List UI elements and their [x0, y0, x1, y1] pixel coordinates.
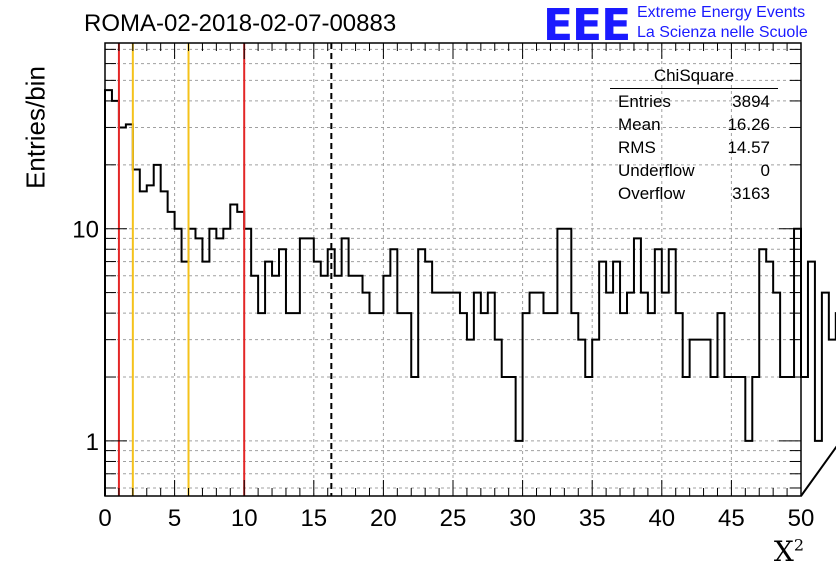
stats-label: Entries [618, 92, 671, 111]
logo-line-2: La Scienza nelle Scuole [637, 24, 808, 41]
x-axis-label-base: X [773, 535, 794, 568]
stats-row-underflow: Underflow 0 [610, 161, 778, 184]
stats-row-entries: Entries 3894 [610, 92, 778, 115]
x-tick-label: 30 [509, 505, 536, 532]
x-tick-label: 40 [648, 505, 675, 532]
stats-row-rms: RMS 14.57 [610, 138, 778, 161]
x-tick-label: 10 [231, 505, 258, 532]
chart-title: ROMA-02-2018-02-07-00883 [84, 10, 397, 37]
stats-box: ChiSquare Entries 3894 Mean 16.26 RMS 14.57… [610, 66, 778, 207]
stats-value: 3894 [732, 92, 770, 111]
stats-label: Mean [618, 115, 661, 134]
stats-title: ChiSquare [610, 66, 778, 89]
stats-label: RMS [618, 138, 656, 157]
x-tick-label: 25 [440, 505, 467, 532]
x-tick-label: 5 [168, 505, 181, 532]
stats-value: 16.26 [727, 115, 770, 134]
x-axis-label-sup: 2 [793, 535, 804, 555]
stats-row-mean: Mean 16.26 [610, 115, 778, 138]
stats-row-overflow: Overflow 3163 [610, 184, 778, 207]
x-tick-label: 35 [579, 505, 606, 532]
x-tick-label: 45 [718, 505, 745, 532]
x-tick-label: 50 [788, 505, 815, 532]
stats-value: 3163 [732, 184, 770, 203]
y-tick-label: 1 [86, 429, 99, 456]
y-axis-label: Entries/bin [20, 66, 51, 189]
stats-label: Overflow [618, 184, 686, 203]
stats-value: 0 [760, 161, 770, 180]
x-axis-label: X2 [774, 535, 804, 568]
y-tick-label: 10 [72, 217, 99, 244]
stats-value: 14.57 [727, 138, 770, 157]
x-tick-label: 0 [98, 505, 111, 532]
x-tick-label: 15 [300, 505, 327, 532]
stats-label: Underflow [618, 161, 695, 180]
x-tick-label: 20 [370, 505, 397, 532]
eee-logo: EEE [543, 0, 631, 51]
logo-line-1: Extreme Energy Events [637, 4, 806, 21]
